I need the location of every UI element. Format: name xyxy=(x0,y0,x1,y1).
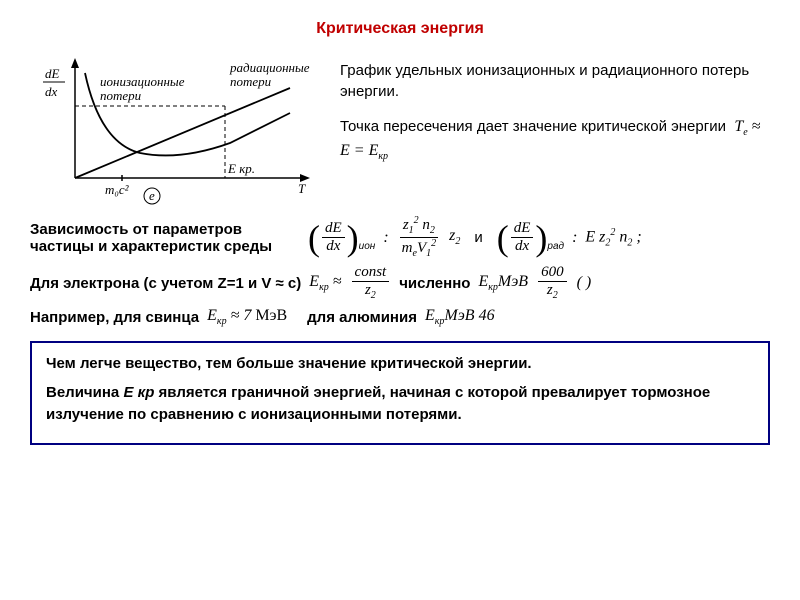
box-p2a: Величина xyxy=(46,384,123,401)
paren-blank: ( ) xyxy=(577,274,592,292)
rad-label-2: потери xyxy=(230,74,272,89)
desc-2-text: Точка пересечения дает значение критичес… xyxy=(340,118,726,135)
al-val: EкрМэВ 46 xyxy=(425,307,495,327)
sub-rad: рад xyxy=(547,241,564,252)
numerically-label: численно xyxy=(399,275,470,292)
dep-label-2: частицы и характеристик среды xyxy=(30,238,300,255)
chart-svg: dE dx T ионизационные потери радиационны… xyxy=(30,48,320,208)
conn-and: и xyxy=(474,229,482,246)
loss-chart: dE dx T ионизационные потери радиационны… xyxy=(30,48,320,208)
dep-label: Зависимость от параметров частицы и хара… xyxy=(30,221,300,255)
mc2-label: m₀c² xyxy=(105,182,130,197)
sub-ion: ион xyxy=(359,241,376,252)
ion-label-1: ионизационные xyxy=(100,74,185,89)
e-label: e xyxy=(149,188,155,203)
summary-box: Чем легче вещество, тем больше значение … xyxy=(30,341,770,445)
rhs-ion: z12 n2 meV12 xyxy=(399,216,439,259)
pb-val: Eкр ≈ 7 МэВ xyxy=(207,307,287,327)
y-label-den: dx xyxy=(45,84,58,99)
colon-2: : xyxy=(572,229,577,247)
al-label: для алюминия xyxy=(307,309,417,326)
examples-line: Например, для свинца Eкр ≈ 7 МэВ для алю… xyxy=(30,307,770,327)
x-label: T xyxy=(298,181,306,196)
box-p2: Величина E кр является граничной энергие… xyxy=(46,382,754,427)
right-text: График удельных ионизационных и радиацио… xyxy=(340,48,770,208)
desc-2: Точка пересечения дает значение критичес… xyxy=(340,116,770,164)
page-title: Критическая энергия xyxy=(30,20,770,38)
desc-1: График удельных ионизационных и радиацио… xyxy=(340,60,770,102)
y-label-num: dE xyxy=(45,66,60,81)
dep-label-1: Зависимость от параметров xyxy=(30,221,300,238)
y-arrow xyxy=(71,58,79,68)
colon-1: : xyxy=(383,229,388,247)
z2-tail: z2 xyxy=(449,227,460,247)
ion-label-2: потери xyxy=(100,88,142,103)
frac-600: 600 z2 xyxy=(538,265,567,301)
ekr-mev: EкрМэВ xyxy=(478,273,528,293)
box-ekr: E кр xyxy=(123,384,154,401)
ekr-sym: Eкр ≈ xyxy=(309,273,341,293)
rhs-rad: E z22 n2 ; xyxy=(585,227,641,249)
electron-label: Для электрона (с учетом Z=1 и V ≈ c) xyxy=(30,275,301,292)
electron-line: Для электрона (с учетом Z=1 и V ≈ c) Eкр… xyxy=(30,265,770,301)
pb-label: Например, для свинца xyxy=(30,309,199,326)
box-p1: Чем легче вещество, тем больше значение … xyxy=(46,353,754,376)
dedx-rad: ( dEdx ) рад xyxy=(497,221,564,254)
rad-label-1: радиационные xyxy=(229,60,310,75)
dependency-line: Зависимость от параметров частицы и хара… xyxy=(30,216,770,259)
ekr-label: E кр. xyxy=(227,161,255,176)
const-frac: const z2 xyxy=(352,265,390,301)
dedx-ion: ( dEdx ) ион xyxy=(308,221,375,254)
top-row: dE dx T ионизационные потери радиационны… xyxy=(30,48,770,208)
